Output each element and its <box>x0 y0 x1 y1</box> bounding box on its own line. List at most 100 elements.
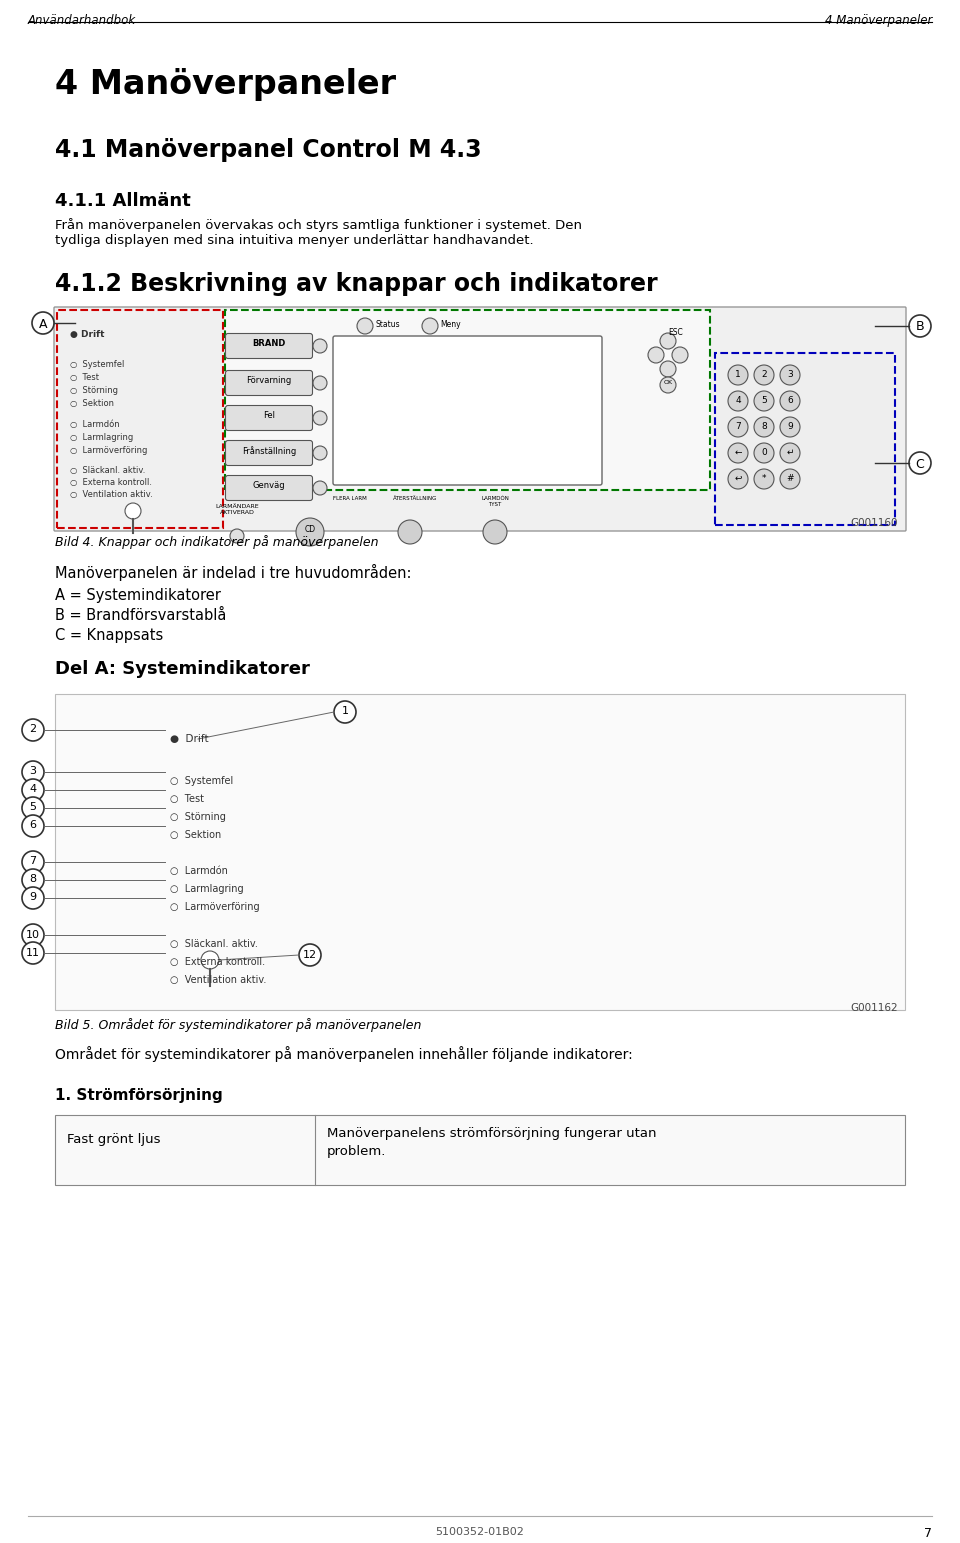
Text: C: C <box>916 458 924 471</box>
FancyBboxPatch shape <box>55 694 905 1011</box>
FancyBboxPatch shape <box>55 1116 905 1185</box>
Text: 4.1.2 Beskrivning av knappar och indikatorer: 4.1.2 Beskrivning av knappar och indikat… <box>55 272 658 296</box>
Text: ○  Ventilation aktiv.: ○ Ventilation aktiv. <box>170 975 266 984</box>
FancyBboxPatch shape <box>57 310 223 528</box>
Text: 4 Manöverpaneler: 4 Manöverpaneler <box>825 14 932 26</box>
Circle shape <box>909 315 931 336</box>
Text: 4: 4 <box>30 784 36 795</box>
Circle shape <box>754 390 774 410</box>
Circle shape <box>909 452 931 474</box>
Text: ○  Störning: ○ Störning <box>170 812 226 822</box>
Text: LARMDÓN
TYST: LARMDÓN TYST <box>481 495 509 506</box>
Text: 7: 7 <box>30 856 36 867</box>
FancyBboxPatch shape <box>226 440 313 466</box>
Text: Del A: Systemindikatorer: Del A: Systemindikatorer <box>55 660 310 677</box>
Text: 4 Manöverpaneler: 4 Manöverpaneler <box>55 68 396 100</box>
Circle shape <box>357 318 373 333</box>
Text: 10: 10 <box>26 929 40 940</box>
Circle shape <box>754 366 774 386</box>
Text: LARMÄNDARE
AKTIVERAD: LARMÄNDARE AKTIVERAD <box>215 505 259 515</box>
Text: Genväg: Genväg <box>252 481 285 491</box>
Text: 9: 9 <box>787 421 793 430</box>
Circle shape <box>201 950 219 969</box>
Circle shape <box>296 518 324 546</box>
Text: problem.: problem. <box>327 1145 386 1157</box>
Text: 0: 0 <box>761 447 767 457</box>
Circle shape <box>672 347 688 363</box>
Circle shape <box>728 366 748 386</box>
Circle shape <box>728 469 748 489</box>
Circle shape <box>22 761 44 782</box>
Circle shape <box>125 503 141 518</box>
Circle shape <box>780 390 800 410</box>
Text: Status: Status <box>375 319 399 329</box>
Text: ○  Test: ○ Test <box>70 373 99 383</box>
Text: ○  Larmlagring: ○ Larmlagring <box>170 884 244 893</box>
Text: ESC: ESC <box>668 329 683 336</box>
Text: 5: 5 <box>30 802 36 813</box>
Text: Bild 4. Knappar och indikatorer på manöverpanelen: Bild 4. Knappar och indikatorer på manöv… <box>55 535 378 549</box>
Text: ○  Släckanl. aktiv.: ○ Släckanl. aktiv. <box>170 940 258 949</box>
Text: 11: 11 <box>26 947 40 958</box>
Circle shape <box>22 887 44 909</box>
Text: A = Systemindikatorer: A = Systemindikatorer <box>55 588 221 603</box>
Text: 2: 2 <box>30 725 36 734</box>
Text: 12: 12 <box>303 949 317 960</box>
Text: CD: CD <box>304 525 316 534</box>
Text: 4: 4 <box>735 397 741 404</box>
Circle shape <box>660 361 676 376</box>
Text: 8: 8 <box>761 421 767 430</box>
Text: ○  Externa kontroll.: ○ Externa kontroll. <box>70 478 152 488</box>
FancyBboxPatch shape <box>333 336 602 485</box>
Circle shape <box>313 446 327 460</box>
Text: Meny: Meny <box>440 319 461 329</box>
Text: 9: 9 <box>30 892 36 903</box>
FancyBboxPatch shape <box>226 370 313 395</box>
Circle shape <box>648 347 664 363</box>
Circle shape <box>22 719 44 741</box>
Circle shape <box>780 366 800 386</box>
FancyBboxPatch shape <box>225 310 710 491</box>
Circle shape <box>660 376 676 393</box>
Text: 8: 8 <box>30 875 36 884</box>
Text: 5100352-01B02: 5100352-01B02 <box>436 1528 524 1537</box>
Text: 2: 2 <box>761 370 767 380</box>
Circle shape <box>780 469 800 489</box>
Text: 6: 6 <box>30 821 36 830</box>
Circle shape <box>313 376 327 390</box>
Text: B: B <box>916 321 924 333</box>
Text: A: A <box>38 318 47 330</box>
Text: 6: 6 <box>787 397 793 404</box>
Text: ↩: ↩ <box>734 474 742 483</box>
Circle shape <box>22 815 44 836</box>
Text: B = Brandförsvarstablå: B = Brandförsvarstablå <box>55 608 227 623</box>
Text: 1: 1 <box>342 707 348 716</box>
Circle shape <box>22 852 44 873</box>
Text: ○  Systemfel: ○ Systemfel <box>70 360 125 369</box>
FancyBboxPatch shape <box>715 353 895 525</box>
Text: 1: 1 <box>735 370 741 380</box>
Text: 3: 3 <box>787 370 793 380</box>
Circle shape <box>313 481 327 495</box>
Text: Från manöverpanelen övervakas och styrs samtliga funktioner i systemet. Den: Från manöverpanelen övervakas och styrs … <box>55 218 582 231</box>
Text: *: * <box>761 474 766 483</box>
Circle shape <box>728 390 748 410</box>
FancyBboxPatch shape <box>54 307 906 531</box>
Circle shape <box>728 417 748 437</box>
Text: Manöverpanelens strömförsörjning fungerar utan: Manöverpanelens strömförsörjning fungera… <box>327 1126 657 1140</box>
Text: ←: ← <box>734 447 742 457</box>
Circle shape <box>398 520 422 545</box>
Text: ○  Störning: ○ Störning <box>70 386 118 395</box>
Circle shape <box>32 312 54 333</box>
Text: #: # <box>786 474 794 483</box>
Text: ○  Larmlagring: ○ Larmlagring <box>70 434 133 441</box>
Text: 1. Strömförsörjning: 1. Strömförsörjning <box>55 1088 223 1103</box>
Text: G001162: G001162 <box>850 1003 898 1014</box>
FancyBboxPatch shape <box>226 406 313 430</box>
Circle shape <box>660 333 676 349</box>
Text: ↵: ↵ <box>786 447 794 457</box>
Circle shape <box>780 443 800 463</box>
Circle shape <box>22 941 44 964</box>
Text: ○  Sektion: ○ Sektion <box>170 830 221 839</box>
Circle shape <box>728 443 748 463</box>
